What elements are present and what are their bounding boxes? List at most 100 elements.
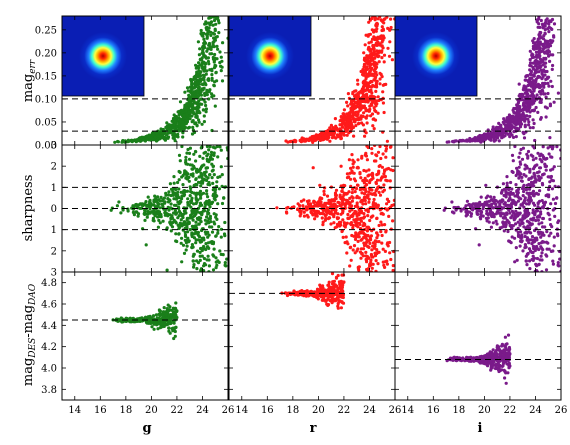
data-point [169,193,173,198]
data-point [185,244,189,248]
data-point [174,301,178,305]
data-point [192,99,196,103]
data-point [321,289,326,293]
data-point [536,110,540,114]
data-point [391,219,395,223]
data-point [206,195,210,199]
data-point [516,101,521,105]
data-point [159,318,163,322]
data-point [538,25,542,29]
data-point [355,183,360,187]
data-point [350,233,354,238]
data-point [523,91,527,95]
data-point [321,220,325,224]
data-point [207,21,211,25]
data-point [378,208,382,212]
data-point [205,89,209,94]
data-point [380,28,384,33]
data-point [207,258,211,262]
data-point [531,183,535,187]
data-point [552,100,556,104]
data-point [375,231,379,235]
data-point [391,268,395,272]
data-point [551,63,555,68]
data-point [345,133,349,137]
data-point [529,81,534,86]
data-point [310,211,314,215]
data-point [354,110,358,114]
data-point [330,272,335,276]
data-point [161,131,165,135]
data-point [324,298,328,303]
data-point [328,126,332,130]
data-point [391,264,395,268]
data-point [541,63,545,67]
data-point [190,243,194,247]
data-point [362,73,366,77]
data-point [530,99,534,103]
data-point [191,254,195,258]
data-point [494,219,498,223]
data-point [365,260,369,264]
data-point [388,145,393,149]
data-point [462,207,466,211]
data-point [223,261,227,265]
data-point [197,120,201,124]
data-point [374,104,378,108]
data-point [205,166,210,170]
data-point [184,176,188,180]
data-point [184,158,188,162]
data-point [201,156,205,160]
data-point [185,218,189,222]
data-point [219,235,223,239]
data-point [335,289,339,293]
data-point [174,239,178,243]
y-tick-label: 0.05 [35,117,57,128]
data-point [340,273,344,277]
data-point [211,168,215,172]
data-point [506,199,511,203]
data-point [534,105,538,110]
data-point [160,322,164,326]
data-point [521,93,525,97]
data-point [527,177,531,182]
data-point [365,72,369,77]
data-point [538,189,542,193]
data-point [353,89,357,93]
y-tick-label: 3 [51,141,57,152]
data-point [147,321,151,325]
data-point [363,43,367,47]
data-point [536,151,540,155]
data-point [341,211,345,215]
data-point [187,179,191,183]
data-point [163,210,167,214]
data-point [364,189,368,194]
data-point [176,190,180,194]
data-point [509,204,513,208]
data-point [205,189,209,193]
data-point [543,164,547,168]
data-point [170,119,174,123]
data-point [516,104,520,108]
data-point [206,78,210,82]
data-point [547,19,551,23]
data-point [199,240,204,244]
data-point [527,241,531,245]
data-point [350,169,354,173]
data-point [543,41,548,45]
data-point [346,242,350,246]
data-point [367,190,371,194]
data-point [126,209,130,213]
data-point [143,208,147,212]
data-point [508,131,512,135]
data-point [364,154,368,158]
data-point [461,138,465,142]
data-point [173,119,177,123]
data-point [197,192,201,196]
data-point [336,297,340,302]
data-point [207,26,211,30]
data-point [166,193,171,197]
data-point [508,211,512,215]
data-point [221,41,225,45]
data-point [352,171,356,175]
